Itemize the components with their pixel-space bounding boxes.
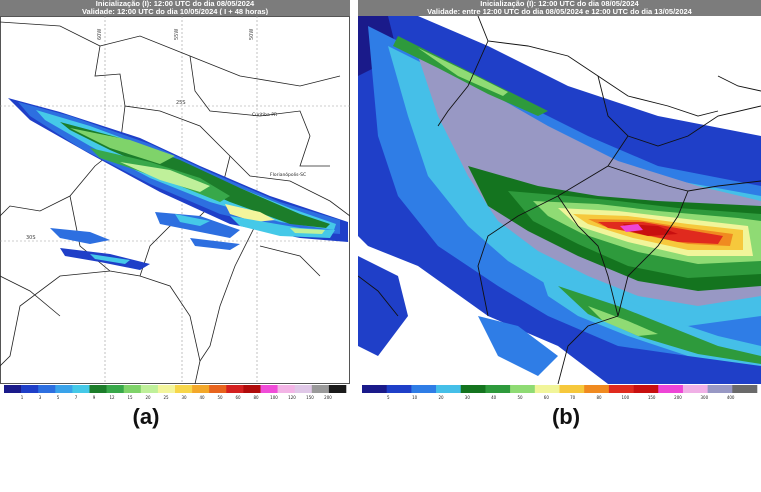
- panel-a-colorbar-tick-label: 12: [109, 395, 115, 400]
- panel-a-colorbar-swatch: [123, 385, 142, 393]
- panel-a-colorbar-swatch: [243, 385, 261, 393]
- panel-a-init-line: Inicialização (I): 12:00 UTC do dia 08/0…: [95, 0, 255, 8]
- panel-b-colorbar-tick-label: 80: [596, 395, 602, 400]
- panel-b-precip-field: [358, 16, 761, 384]
- map-panel-a: Inicialização (I): 12:00 UTC do dia 08/0…: [0, 0, 350, 405]
- panel-a-colorbar-tick-label: 15: [127, 395, 133, 400]
- panel-a-map: 60W 55W 50W 25S 30S Curitiba-PR Florianó…: [0, 16, 350, 384]
- panel-b-colorbar-swatch: [682, 385, 708, 393]
- panel-a-colorbar-tick-label: 80: [253, 395, 259, 400]
- panel-a-colorbar-swatch: [260, 385, 278, 393]
- panel-b-colorbar-swatch: [658, 385, 684, 393]
- panel-b-colorbar-swatch: [460, 385, 486, 393]
- panel-b-colorbar-tick-label: 70: [570, 395, 576, 400]
- panel-a-colorbar-tick-label: 9: [93, 395, 96, 400]
- panel-a-colorbar-swatch: [328, 385, 347, 393]
- panel-b-map: [358, 16, 761, 384]
- grid-label-50w: 50W: [249, 29, 255, 40]
- panel-b-borders: [358, 16, 761, 384]
- panel-b-colorbar-swatch: [584, 385, 610, 393]
- panel-a-colorbar-swatch: [72, 385, 90, 393]
- panel-b-colorbar-tick-label: 150: [648, 395, 656, 400]
- panel-a-colorbar-swatch: [4, 385, 22, 393]
- panel-b-colorbar-tick-label: 10: [412, 395, 418, 400]
- panel-b-colorbar-swatch: [608, 385, 634, 393]
- panel-a-colorbar-tick-label: 60: [235, 395, 241, 400]
- panel-b-colorbar-tick-label: 5: [387, 395, 390, 400]
- panel-a-validity-line: Validade: 12:00 UTC do dia 10/05/2024 ( …: [81, 7, 269, 15]
- panel-b-colorbar-swatch: [386, 385, 412, 393]
- panel-a-colorbar-swatch: [89, 385, 107, 393]
- panel-a-colorbar-swatch: [175, 385, 193, 393]
- panel-a-colorbar-swatch: [55, 385, 73, 393]
- panel-a-colorbar-swatch: [157, 385, 176, 393]
- panel-a-colorbar-swatch: [277, 385, 295, 393]
- grid-label-60w: 60W: [97, 29, 103, 40]
- panel-b-colorbar-swatch: [436, 385, 462, 393]
- panel-b-colorbar-swatch: [485, 385, 511, 393]
- panel-a-colorbar-swatch: [140, 385, 159, 393]
- city-label-curitiba: Curitiba-PR: [252, 112, 277, 118]
- panel-b-colorbar-swatch: [510, 385, 536, 393]
- panel-a-colorbar-tick-label: 20: [145, 395, 151, 400]
- panel-a-colorbar-tick-label: 1: [21, 395, 24, 400]
- panel-a-colorbar-swatch: [311, 385, 330, 393]
- panel-a-precip-field: [8, 98, 348, 270]
- panel-a-colorbar-tick-label: 30: [181, 395, 187, 400]
- grid-label-30s: 30S: [26, 235, 36, 241]
- panel-b-colorbar-swatch: [732, 385, 758, 393]
- panel-a-colorbar-tick-label: 200: [324, 395, 332, 400]
- panel-a-label: (a): [132, 404, 160, 429]
- panel-a-colorbar-swatch: [192, 385, 210, 393]
- panel-b-colorbar-tick-label: 400: [727, 395, 735, 400]
- panel-a-colorbar-tick-label: 5: [57, 395, 60, 400]
- panel-b-colorbar-tick-label: 30: [465, 395, 471, 400]
- panel-b-colorbar-swatch: [559, 385, 585, 393]
- panel-b-colorbar-tick-label: 300: [701, 395, 709, 400]
- grid-label-55w: 55W: [174, 29, 180, 40]
- panel-b-colorbar: 5 10 20 30 40 50 60 70 80 100 150 200 300 400: [362, 385, 758, 400]
- panel-a-colorbar-tick-label: 25: [163, 395, 169, 400]
- panel-a-colorbar-tick-label: 40: [199, 395, 205, 400]
- panel-b-colorbar-tick-label: 50: [517, 395, 523, 400]
- panel-a-colorbar-tick-label: 100: [270, 395, 278, 400]
- panel-a-colorbar-swatch: [226, 385, 244, 393]
- panel-b-colorbar-tick-label: 200: [674, 395, 682, 400]
- panel-a-header: Inicialização (I): 12:00 UTC do dia 08/0…: [0, 0, 350, 16]
- panel-b-colorbar-swatch: [411, 385, 437, 393]
- panel-a-colorbar-tick-label: 3: [39, 395, 42, 400]
- map-panel-b: Inicialização (I): 12:00 UTC do dia 08/0…: [358, 0, 761, 405]
- panel-b-colorbar-swatch: [362, 385, 387, 393]
- panel-a-colorbar-tick-label: 7: [75, 395, 78, 400]
- panel-a-borders: [0, 21, 350, 384]
- panel-a-colorbar-swatch: [38, 385, 56, 393]
- panel-b-colorbar-swatch: [534, 385, 560, 393]
- panel-b-colorbar-tick-label: 60: [544, 395, 550, 400]
- panel-b-header: Inicialização (I): 12:00 UTC do dia 08/0…: [358, 0, 761, 16]
- panel-b-validity-line: Validade: entre 12:00 UTC do dia 08/05/2…: [427, 7, 692, 15]
- panel-a-colorbar-swatch: [21, 385, 39, 393]
- panel-a-colorbar-swatch: [106, 385, 124, 393]
- panel-b-colorbar-tick-label: 100: [622, 395, 630, 400]
- panel-b-colorbar-swatch: [633, 385, 659, 393]
- panel-a-colorbar-tick-label: 50: [217, 395, 223, 400]
- city-label-florianopolis: Florianópolis-SC: [270, 171, 306, 178]
- panel-a-colorbar-swatch: [294, 385, 313, 393]
- panel-a-colorbar: 1 3 5 7 9 12 15 20 25 30 40 50 60 80 100 120 150 200: [4, 385, 347, 400]
- panel-b-label: (b): [551, 404, 581, 429]
- panel-b-colorbar-tick-label: 20: [438, 395, 444, 400]
- panel-b-colorbar-swatch: [707, 385, 733, 393]
- panel-a-colorbar-tick-label: 120: [288, 395, 296, 400]
- panel-a-colorbar-swatch: [209, 385, 227, 393]
- panel-a-colorbar-tick-label: 150: [306, 395, 314, 400]
- panel-b-init-line: Inicialização (I): 12:00 UTC do dia 08/0…: [480, 0, 639, 8]
- panel-b-colorbar-tick-label: 40: [491, 395, 497, 400]
- grid-label-25s: 25S: [176, 100, 186, 106]
